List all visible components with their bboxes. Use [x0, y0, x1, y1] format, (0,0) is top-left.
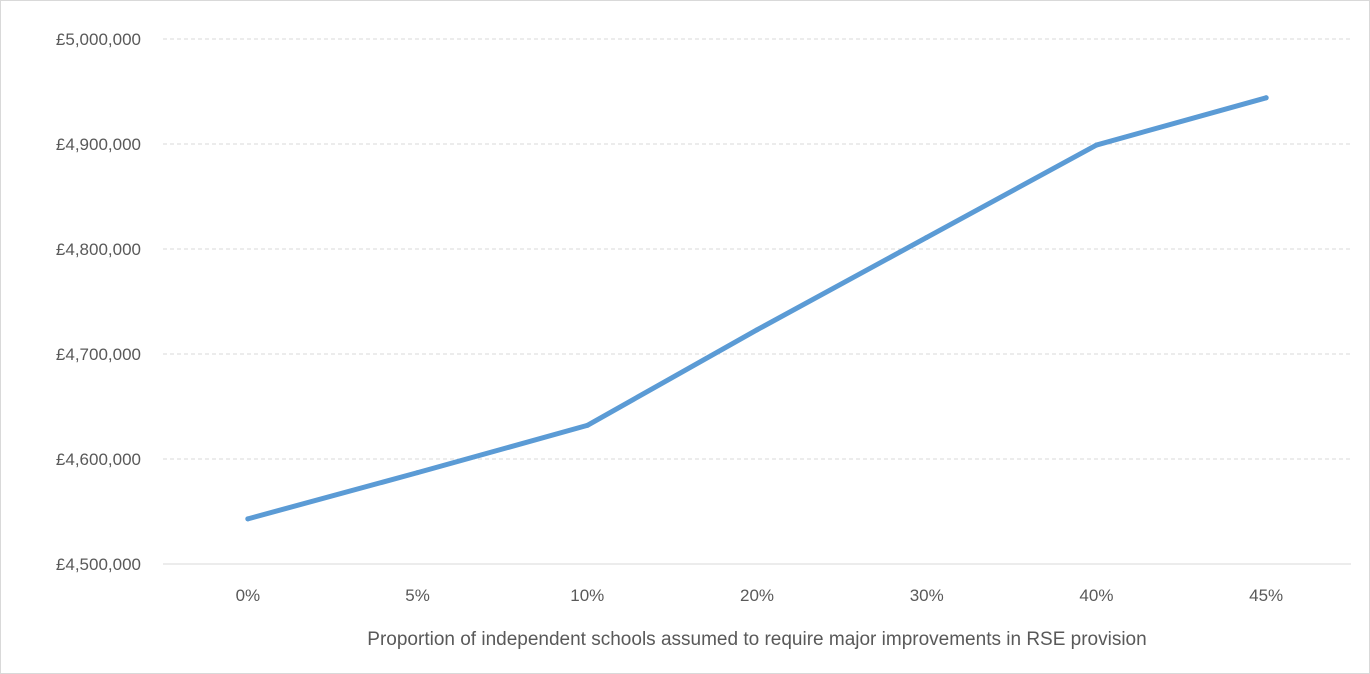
x-tick-label: 40%: [1079, 586, 1113, 605]
y-tick-label: £4,500,000: [56, 555, 141, 574]
y-tick-label: £4,700,000: [56, 345, 141, 364]
x-axis-tick-labels: 0% 5% 10% 20% 30% 40% 45%: [236, 586, 1284, 605]
x-tick-label: 0%: [236, 586, 261, 605]
y-tick-label: £4,600,000: [56, 450, 141, 469]
y-axis-tick-labels: £4,500,000 £4,600,000 £4,700,000 £4,800,000…: [56, 30, 141, 574]
gridlines: [163, 38, 1351, 460]
data-point: [924, 234, 930, 240]
series-layer: [245, 95, 1269, 522]
y-tick-label: £5,000,000: [56, 30, 141, 49]
x-tick-label: 45%: [1249, 586, 1283, 605]
y-tick-label: £4,900,000: [56, 135, 141, 154]
x-tick-label: 5%: [405, 586, 430, 605]
data-point: [415, 470, 421, 476]
y-tick-label: £4,800,000: [56, 240, 141, 259]
data-point: [1263, 95, 1269, 101]
data-point: [754, 327, 760, 333]
x-tick-label: 10%: [570, 586, 604, 605]
x-axis-title: Proportion of independent schools assume…: [367, 629, 1146, 650]
series-line: [245, 95, 1269, 522]
data-point: [245, 516, 251, 522]
x-tick-label: 20%: [740, 586, 774, 605]
data-point: [1093, 142, 1099, 148]
x-tick-label: 30%: [910, 586, 944, 605]
data-point: [584, 422, 590, 428]
